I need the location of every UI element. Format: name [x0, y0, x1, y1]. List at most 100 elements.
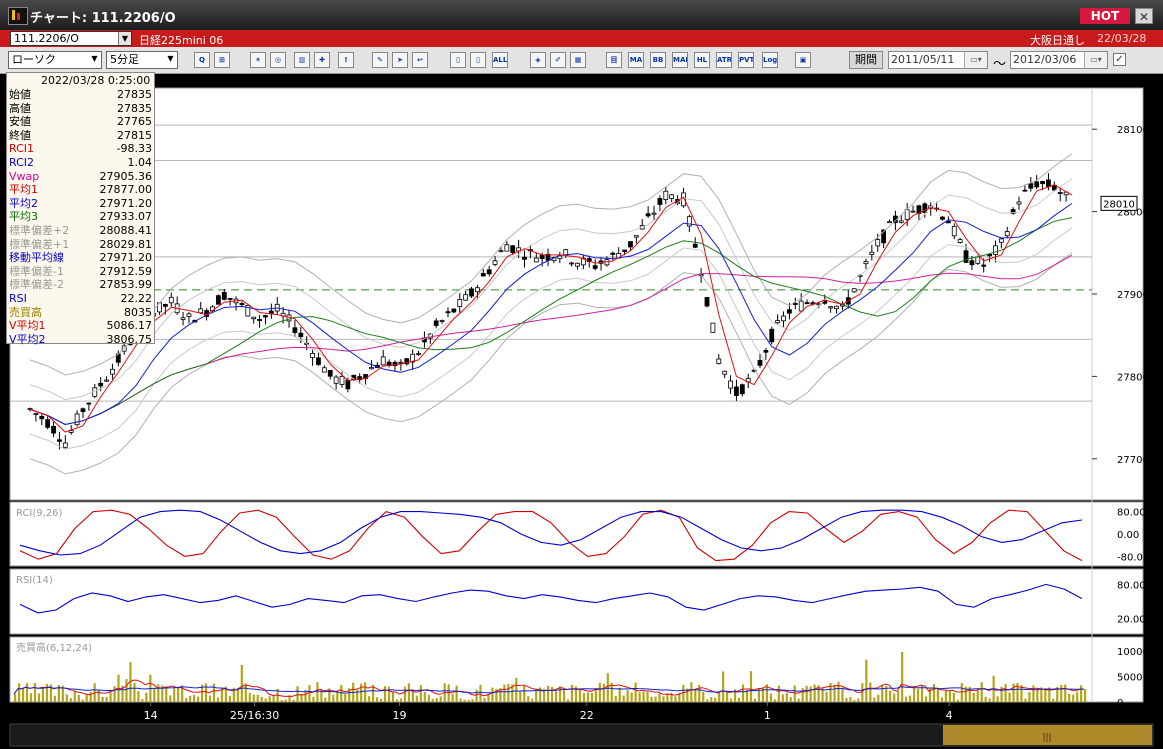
volume-bar — [905, 696, 908, 702]
chevron-down-icon[interactable]: ▼ — [118, 32, 131, 45]
volume-bar — [901, 651, 904, 702]
marker-icon[interactable]: ✶ — [250, 52, 266, 68]
apply-checkbox[interactable]: ✓ — [1113, 53, 1126, 66]
hot-button[interactable]: HOT — [1080, 8, 1130, 24]
chart-type-select[interactable]: ローソク ▼ — [8, 51, 102, 69]
volume-bar — [523, 685, 526, 702]
candle-body — [663, 190, 669, 200]
symbol-bar: 111.2206/O ▼ 日経225mini 06 大阪日通し 22/03/28 — [0, 30, 1163, 47]
info-row: 標準偏差+1 28029.81 — [9, 238, 152, 251]
volume-bar — [141, 699, 144, 702]
brush-icon[interactable]: ✐ — [550, 52, 566, 68]
candle-body — [74, 413, 80, 426]
volume-bar — [686, 688, 689, 702]
rsi-level-label: 80.00 — [1117, 580, 1146, 591]
volume-bar — [503, 684, 506, 702]
candle-body — [333, 376, 339, 384]
candle-body — [298, 332, 304, 338]
volume-bar — [885, 686, 888, 702]
volume-bar — [364, 682, 367, 702]
save-icon[interactable]: ▣ — [795, 52, 811, 68]
volume-bar — [463, 699, 466, 702]
volume-bar — [869, 682, 872, 702]
volume-bar — [821, 687, 824, 702]
volume-bar — [714, 697, 717, 702]
candle-body — [851, 288, 857, 293]
volume-bar — [733, 689, 737, 702]
bollinger-icon[interactable]: BB — [650, 52, 666, 68]
candle-body — [498, 250, 504, 253]
volume-bar — [558, 686, 562, 702]
volume-bar — [531, 698, 534, 702]
volume-bar — [121, 685, 124, 702]
volume-bar — [1020, 684, 1023, 702]
volume-bar — [304, 689, 307, 702]
zoom-icon[interactable]: Q — [194, 52, 210, 68]
volume-bar — [519, 690, 522, 702]
candle-body — [963, 250, 969, 263]
scrollbar-track — [9, 723, 1154, 747]
hl-icon[interactable]: HL — [694, 52, 710, 68]
calendar-icon[interactable]: ▭▾ — [964, 52, 987, 68]
period-button[interactable]: 期間 — [849, 51, 883, 69]
bar-icon[interactable]: ▥ — [294, 52, 310, 68]
volume-bar — [85, 694, 88, 702]
calendar-icon[interactable]: ▭▾ — [1084, 52, 1107, 68]
title-bar[interactable]: チャート: 111.2206/O HOT ✕ — [0, 0, 1163, 30]
volume-bar — [718, 692, 721, 702]
ichimoku-icon[interactable]: 目 — [606, 52, 622, 68]
date-to-field[interactable]: 2012/03/06 ▭▾ — [1010, 51, 1108, 69]
candle-body — [522, 256, 527, 260]
chart-area[interactable]: 28100 28000 27900 27800 27700 28010 14 25/16:30… — [0, 74, 1163, 749]
interval-select[interactable]: 5分足 ▼ — [106, 51, 178, 69]
cross-icon[interactable]: ✚ — [314, 52, 330, 68]
info-row: 高値 27835 — [9, 102, 152, 115]
info-label: 標準偏差-2 — [9, 278, 64, 292]
chevron-down-icon[interactable]: ▼ — [88, 52, 101, 68]
symbol-dropdown[interactable]: 111.2206/O ▼ — [10, 31, 132, 46]
alert-icon[interactable]: ! — [338, 52, 354, 68]
info-value: 27971.20 — [99, 196, 153, 210]
all-icon[interactable]: ALL — [492, 52, 508, 68]
info-row: 平均2 27971.20 — [9, 197, 152, 210]
volume-bar — [455, 685, 458, 702]
pattern-icon[interactable]: ◈ — [530, 52, 546, 68]
candle-body — [763, 350, 769, 353]
crosshair-icon[interactable]: ⊞ — [214, 52, 230, 68]
candle-alt-icon[interactable]: ▯ — [470, 52, 486, 68]
log-icon[interactable]: Log — [762, 52, 778, 68]
candle-body — [1016, 201, 1022, 205]
volume-bar — [698, 684, 701, 702]
undo-icon[interactable]: ↩ — [412, 52, 428, 68]
volume-bar — [920, 685, 924, 702]
cursor-icon[interactable]: ➤ — [392, 52, 408, 68]
candle-body — [251, 316, 257, 320]
volume-bar — [181, 685, 184, 702]
chevron-down-icon[interactable]: ▼ — [164, 52, 177, 68]
volume-bar — [391, 691, 395, 702]
envelope-icon[interactable]: MAE — [672, 52, 688, 68]
bollinger-upper-2 — [29, 153, 1073, 376]
ma-icon[interactable]: MA — [628, 52, 644, 68]
target-icon[interactable]: ◎ — [270, 52, 286, 68]
volume-bar — [702, 691, 705, 702]
color-icon[interactable]: ▦ — [570, 52, 586, 68]
close-icon[interactable]: ✕ — [1135, 8, 1153, 24]
time-tick-label: 19 — [393, 709, 407, 722]
pen-icon[interactable]: ✎ — [372, 52, 388, 68]
candle-body — [486, 269, 492, 275]
volume-bar — [280, 699, 283, 702]
pivot-icon[interactable]: PVT — [738, 52, 754, 68]
volume-bar — [1012, 683, 1015, 702]
volume-bar — [515, 677, 518, 702]
candle-body — [463, 294, 469, 301]
date-from-field[interactable]: 2011/05/11 ▭▾ — [888, 51, 988, 69]
candle-icon[interactable]: ▯ — [450, 52, 466, 68]
volume-bar — [212, 683, 216, 702]
info-label: 高値 — [9, 101, 31, 115]
volume-bar — [173, 687, 176, 702]
atr-icon[interactable]: ATR — [716, 52, 732, 68]
volume-bar — [741, 684, 745, 702]
volume-bar — [157, 684, 160, 702]
